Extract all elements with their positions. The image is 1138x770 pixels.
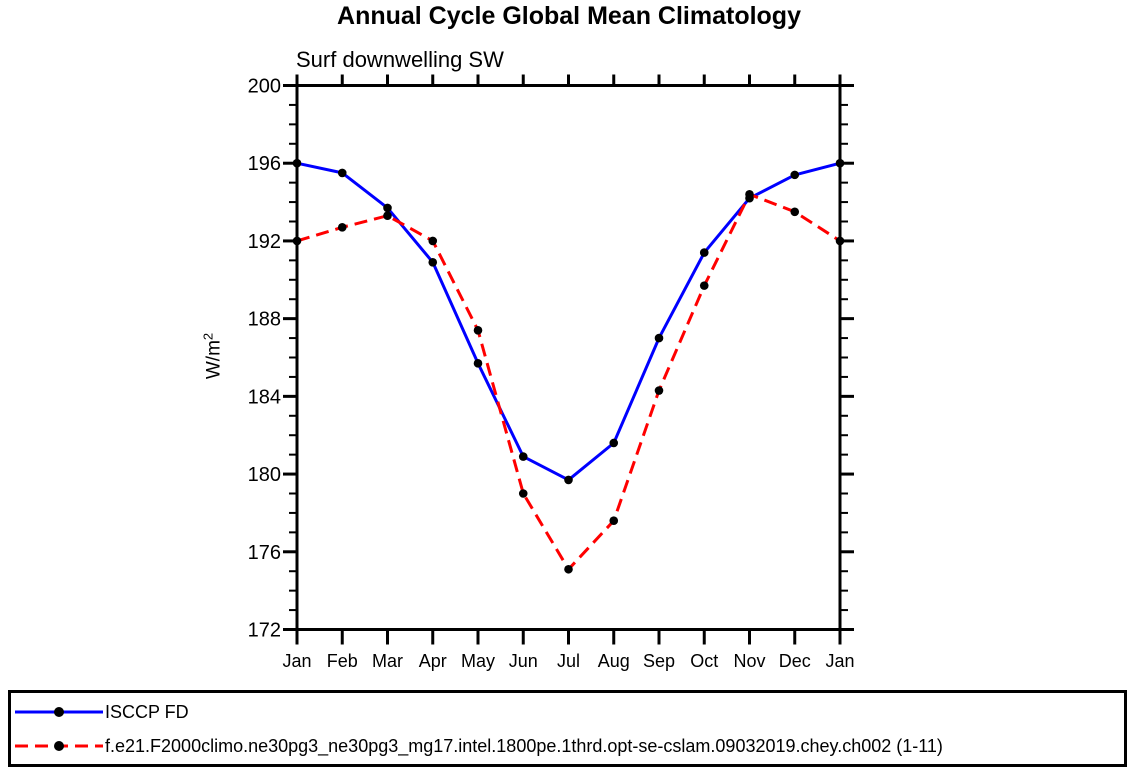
data-point-marker-0 xyxy=(337,168,347,178)
data-point-marker-1 xyxy=(518,489,528,498)
x-tick-label: Jul xyxy=(557,651,580,671)
chart-subtitle: Surf downwelling SW xyxy=(296,47,504,72)
x-tick-label: Apr xyxy=(419,651,447,671)
data-point-marker-0 xyxy=(835,158,845,168)
data-point-marker-1 xyxy=(337,223,347,232)
legend-sample-marker xyxy=(54,741,64,751)
x-tick-label: Sep xyxy=(643,651,675,671)
x-tick-label: Nov xyxy=(733,651,765,671)
data-point-marker-0 xyxy=(518,452,528,461)
data-point-marker-0 xyxy=(790,170,800,180)
data-point-marker-0 xyxy=(383,203,392,213)
data-point-marker-0 xyxy=(609,438,619,448)
x-tick-label: May xyxy=(461,651,495,671)
legend-item-model: f.e21.F2000climo.ne30pg3_ne30pg3_mg17.in… xyxy=(15,729,1124,763)
legend-sample-marker xyxy=(54,707,64,717)
x-tick-label: Mar xyxy=(372,651,403,671)
y-tick-label: 180 xyxy=(248,464,281,486)
data-point-marker-1 xyxy=(383,211,392,220)
chart-canvas: Jan Feb Mar Apr May Jun Jul Aug Sep Oct Nov Dec Jan1… xyxy=(248,74,855,671)
y-tick-label: 196 xyxy=(248,153,281,175)
x-tick-label: Jan xyxy=(825,651,854,671)
data-point-marker-0 xyxy=(292,158,302,168)
data-point-marker-0 xyxy=(473,359,483,368)
legend-item-obs: ISCCP FD xyxy=(15,695,1124,729)
y-tick-label: 184 xyxy=(248,386,281,408)
y-tick-label: 176 xyxy=(248,542,281,564)
plot-frame xyxy=(295,84,842,631)
data-point-marker-1 xyxy=(564,564,573,574)
data-point-marker-1 xyxy=(699,281,709,290)
data-point-marker-1 xyxy=(428,236,438,246)
x-tick-label: Feb xyxy=(327,651,358,671)
legend-label-model: f.e21.F2000climo.ne30pg3_ne30pg3_mg17.in… xyxy=(105,735,943,756)
legend-label-obs: ISCCP FD xyxy=(105,701,189,722)
series-line-0 xyxy=(296,161,841,482)
data-point-marker-0 xyxy=(654,333,664,343)
x-tick-label: Jan xyxy=(282,651,311,671)
data-point-marker-0 xyxy=(428,258,438,267)
data-point-marker-1 xyxy=(790,207,800,217)
series-line-1 xyxy=(296,192,841,571)
data-point-marker-1 xyxy=(292,236,302,246)
data-point-marker-1 xyxy=(609,516,619,525)
data-point-marker-1 xyxy=(745,190,754,199)
y-tick-label: 172 xyxy=(248,620,281,642)
x-tick-label: Oct xyxy=(690,651,718,671)
y-tick-label: 200 xyxy=(248,76,281,98)
legend-box: ISCCP FD f.e21.F2000climo.ne30pg3_ne30pg… xyxy=(8,690,1127,767)
legend-line-sample-obs xyxy=(15,707,103,717)
data-point-marker-0 xyxy=(699,248,709,257)
x-tick-label: Dec xyxy=(779,651,811,671)
data-point-marker-1 xyxy=(835,236,845,246)
y-tick-label: 188 xyxy=(248,309,281,331)
x-tick-label: Aug xyxy=(598,651,630,671)
legend-line-sample-model xyxy=(15,741,103,751)
data-point-marker-1 xyxy=(473,326,483,335)
y-tick-label: 192 xyxy=(248,231,281,253)
x-tick-label: Jun xyxy=(509,651,538,671)
chart-title: Annual Cycle Global Mean Climatology xyxy=(337,2,801,30)
data-point-marker-0 xyxy=(564,475,573,485)
data-point-marker-1 xyxy=(654,386,664,395)
